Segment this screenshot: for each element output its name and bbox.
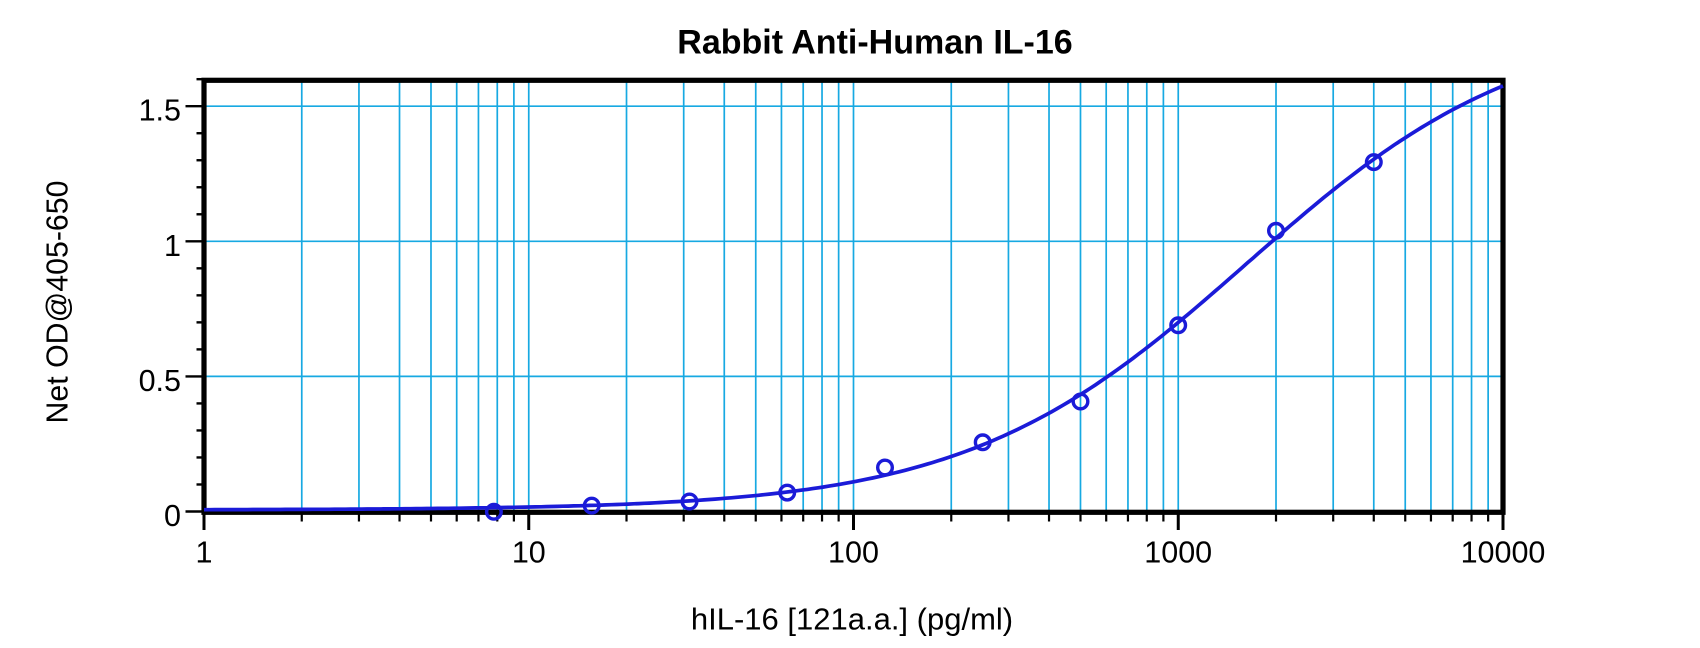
svg-text:hIL-16 [121a.a.] (pg/ml): hIL-16 [121a.a.] (pg/ml): [691, 602, 1013, 637]
svg-text:Rabbit Anti-Human IL-16: Rabbit Anti-Human IL-16: [677, 24, 1072, 62]
svg-text:0.5: 0.5: [139, 364, 181, 398]
svg-text:1000: 1000: [1144, 536, 1212, 570]
svg-text:100: 100: [828, 536, 879, 570]
svg-text:1.5: 1.5: [139, 94, 181, 128]
svg-text:10000: 10000: [1461, 536, 1546, 570]
svg-text:0: 0: [164, 499, 181, 533]
svg-text:10: 10: [512, 536, 546, 570]
svg-text:1: 1: [196, 536, 213, 570]
svg-text:Net OD@405-650: Net OD@405-650: [42, 181, 75, 424]
svg-text:1: 1: [164, 229, 181, 263]
